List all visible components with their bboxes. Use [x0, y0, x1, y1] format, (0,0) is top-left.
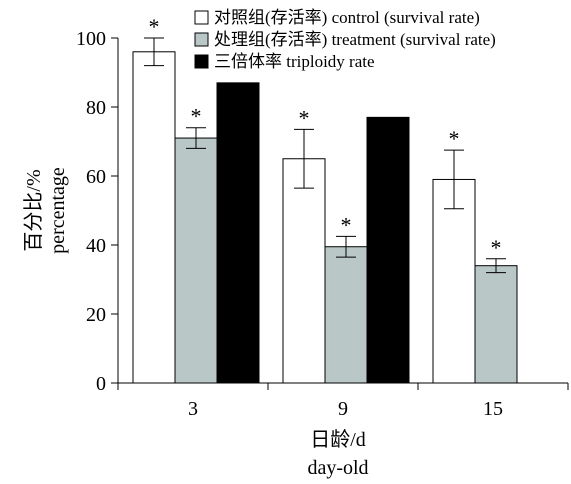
- bars-layer: [132, 37, 518, 384]
- bar-s2-3: [216, 82, 260, 384]
- x-axis-label-line-0: 日龄/d: [310, 428, 366, 451]
- legend-label-2: 三倍体率 triploidy rate: [214, 52, 375, 71]
- legend-swatch-2: [194, 54, 209, 69]
- x-axis-label-line-1: day-old: [307, 457, 368, 479]
- y-tick-label-80: 80: [86, 97, 106, 119]
- y-tick-label-40: 40: [86, 235, 106, 257]
- y-axis-label-line-0: 百分比/%: [22, 169, 45, 251]
- bar-s1-9: [324, 246, 368, 384]
- y-tick-label-20: 20: [86, 304, 106, 326]
- bar-s0-3: [132, 51, 176, 384]
- legend-item-2: 三倍体率 triploidy rate: [194, 52, 375, 71]
- significance-marker-s0-15: *: [449, 126, 460, 151]
- error-bar-s1-3: [186, 127, 206, 149]
- labels-layer: * * * * * * 0 20 40 60 80 100 3 9 15 日龄/d day-old 百分比/% pe…: [22, 14, 503, 479]
- error-bar-s1-15: [486, 258, 506, 274]
- significance-marker-s0-9: *: [299, 105, 310, 130]
- y-tick-label-0: 0: [96, 373, 106, 395]
- y-axis-label-line-1: percentage: [47, 167, 69, 254]
- error-bar-s1-9: [336, 235, 356, 258]
- error-bar-s0-15: [444, 149, 464, 210]
- error-bar-s0-3: [144, 37, 164, 67]
- legend-item-1: 处理组(存活率) treatment (survival rate): [194, 30, 496, 49]
- error-bar-s0-9: [294, 128, 314, 189]
- bar-s1-15: [474, 265, 518, 384]
- axes-layer: [111, 37, 569, 390]
- y-tick-label-100: 100: [76, 28, 106, 50]
- legend-label-0: 对照组(存活率) control (survival rate): [214, 8, 480, 27]
- bar-s0-15: [432, 178, 476, 384]
- legend-swatch-0: [194, 10, 209, 25]
- legend-swatch-1: [194, 32, 209, 47]
- y-tick-label-60: 60: [86, 166, 106, 188]
- significance-marker-s1-9: *: [341, 212, 352, 237]
- legend-item-0: 对照组(存活率) control (survival rate): [194, 8, 480, 27]
- significance-marker-s1-15: *: [491, 235, 502, 260]
- bar-s0-9: [282, 158, 326, 384]
- significance-marker-s1-3: *: [191, 104, 202, 129]
- bar-s2-9: [366, 116, 410, 384]
- legend-label-1: 处理组(存活率) treatment (survival rate): [214, 30, 496, 49]
- x-tick-label-15: 15: [483, 398, 503, 420]
- bar-s1-3: [174, 137, 218, 384]
- x-tick-label-9: 9: [338, 398, 348, 420]
- legend: 对照组(存活率) control (survival rate) 处理组(存活率)…: [194, 8, 496, 71]
- significance-marker-s0-3: *: [149, 14, 160, 39]
- x-tick-label-3: 3: [188, 398, 198, 420]
